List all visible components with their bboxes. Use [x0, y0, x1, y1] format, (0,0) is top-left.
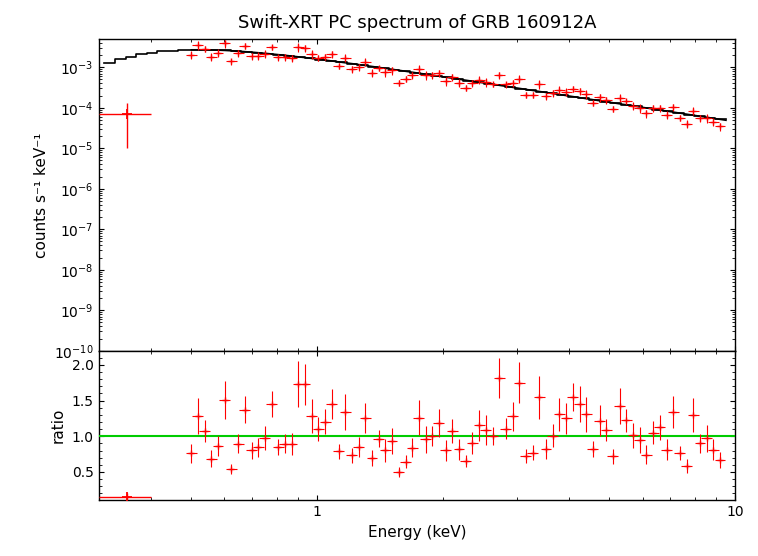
Y-axis label: ratio: ratio [51, 408, 66, 443]
X-axis label: Energy (keV): Energy (keV) [368, 525, 466, 540]
Title: Swift-XRT PC spectrum of GRB 160912A: Swift-XRT PC spectrum of GRB 160912A [238, 14, 596, 32]
Y-axis label: counts s⁻¹ keV⁻¹: counts s⁻¹ keV⁻¹ [33, 132, 49, 257]
